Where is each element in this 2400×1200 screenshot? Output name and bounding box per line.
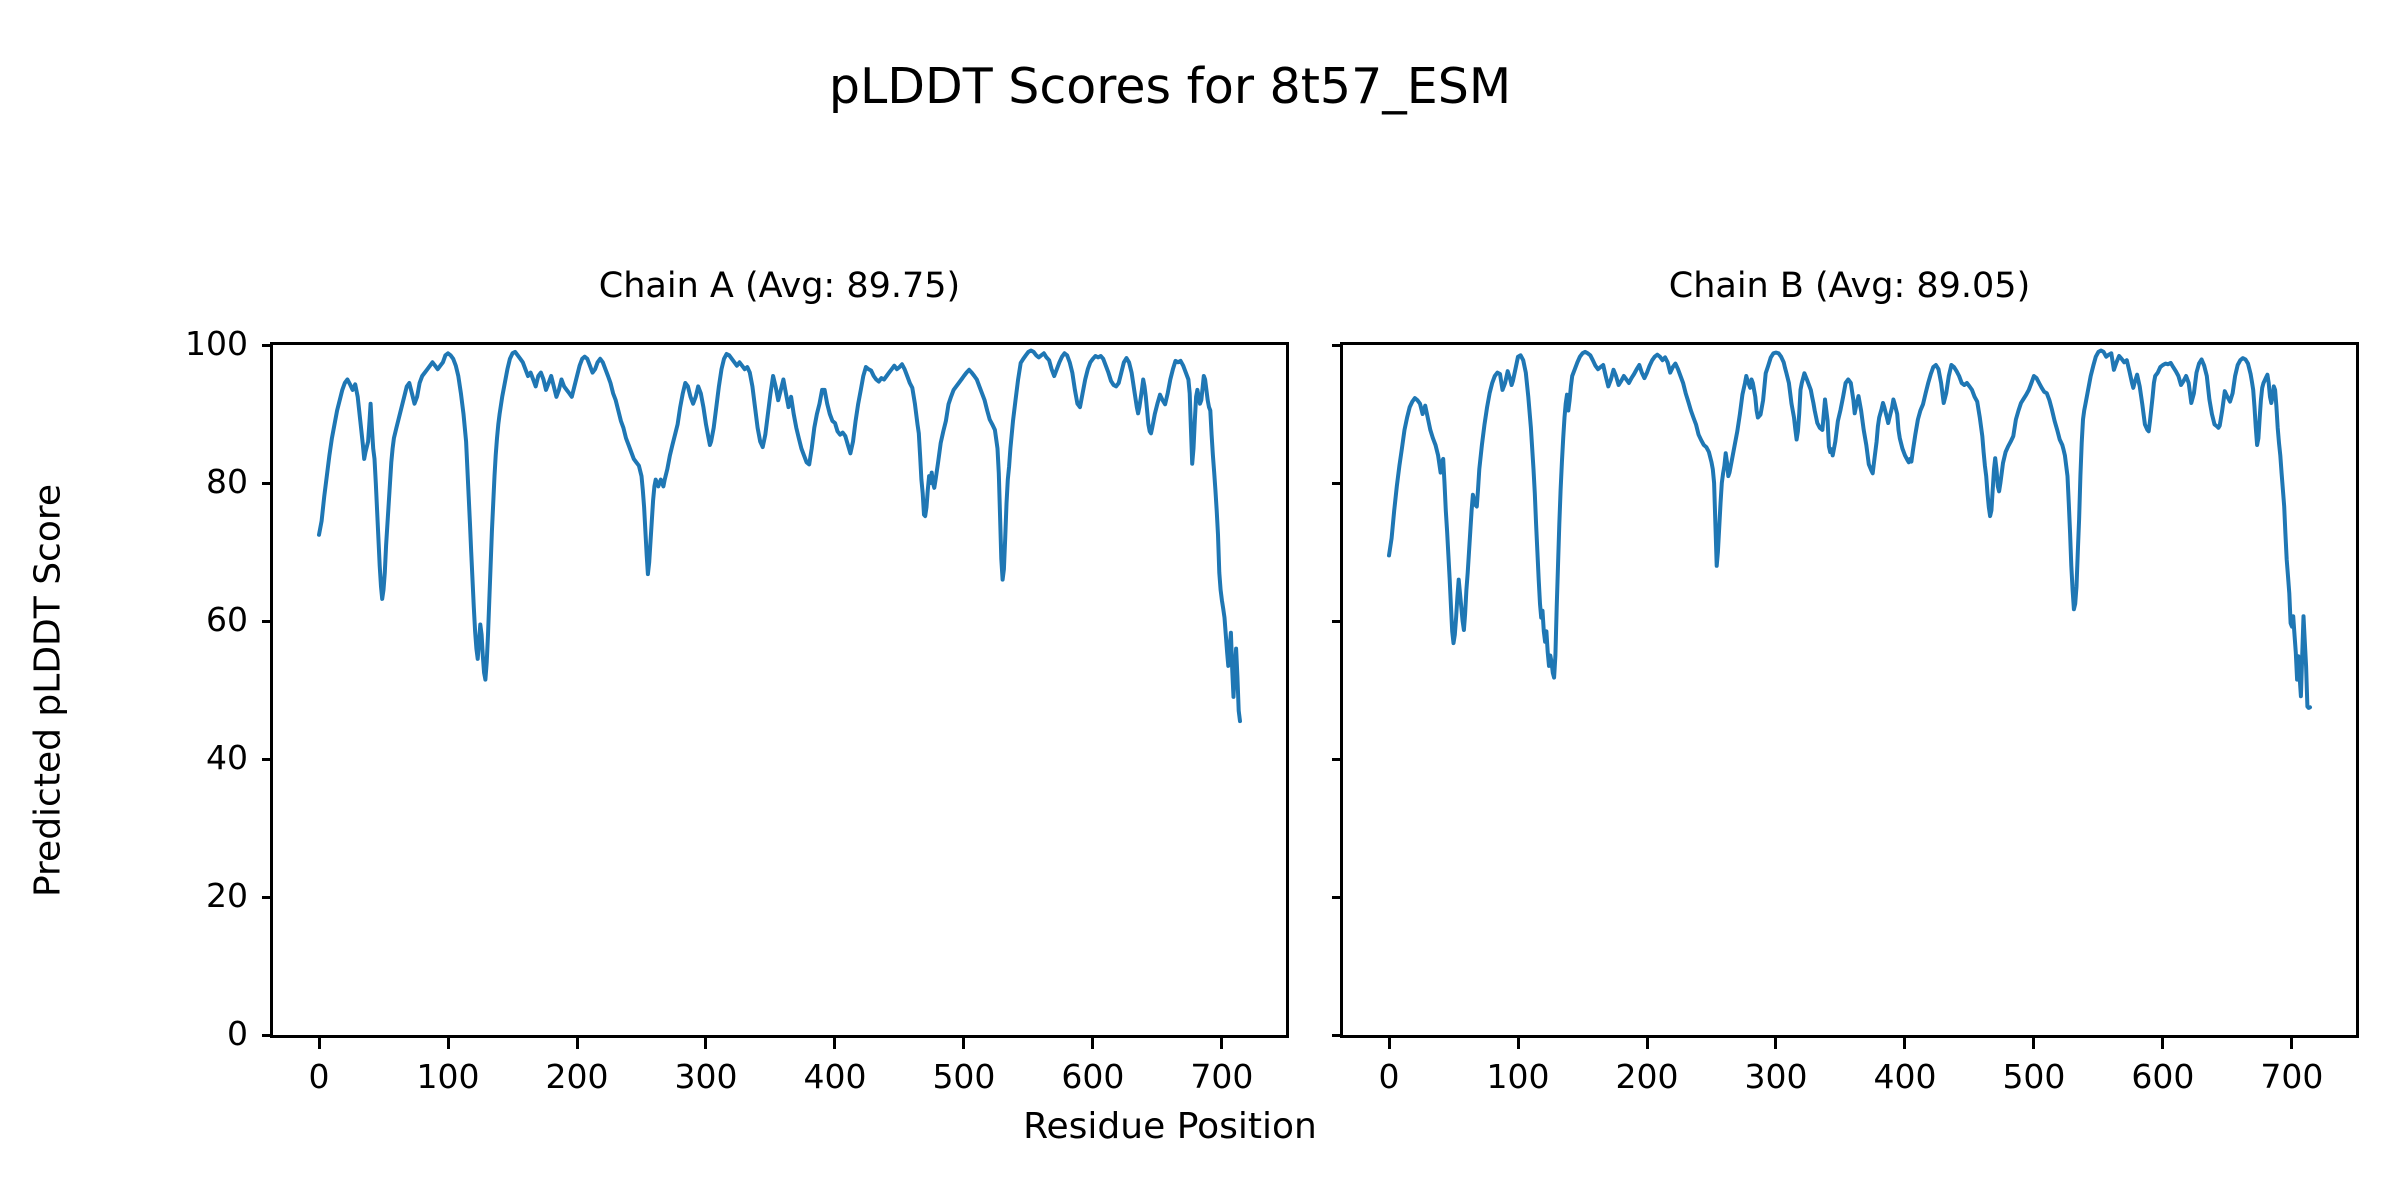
plddt-series (1387, 348, 2312, 710)
x-tick-label: 600 (2131, 1057, 2195, 1096)
x-tick-mark (1387, 1038, 1391, 1049)
x-tick-mark (1774, 1038, 1778, 1049)
x-axis-label: Residue Position (1023, 1106, 1317, 1147)
y-tick-mark (1332, 481, 1343, 485)
x-tick-mark (2290, 1038, 2294, 1049)
x-tick-mark (317, 1038, 321, 1049)
x-tick-mark (2161, 1038, 2165, 1049)
axes-chain-b: 0 100 200 300 400 500 600 700 (1332, 342, 2359, 1096)
y-tick-label: 100 (185, 324, 248, 363)
plddt-line-chain-a (317, 348, 1242, 724)
y-tick-label: 60 (206, 600, 248, 639)
x-tick-mark (1091, 1038, 1095, 1049)
x-tick-label: 0 (308, 1057, 330, 1096)
x-tick-mark (446, 1038, 450, 1049)
y-tick-mark (262, 757, 273, 761)
y-tick-mark (1332, 895, 1343, 899)
x-tick-label: 500 (932, 1057, 996, 1096)
y-tick-label: 80 (206, 462, 248, 501)
x-tick-mark (1516, 1038, 1520, 1049)
y-tick-mark (1332, 757, 1343, 761)
x-tick-label: 500 (2002, 1057, 2066, 1096)
y-tick-mark (262, 1033, 273, 1037)
x-tick-label: 300 (674, 1057, 738, 1096)
y-tick-mark (1332, 343, 1343, 347)
x-tick-mark (833, 1038, 837, 1049)
y-tick-mark (262, 895, 273, 899)
plddt-line-chain-b (1387, 348, 2312, 710)
y-tick-mark (262, 481, 273, 485)
figure-title: pLDDT Scores for 8t57_ESM (828, 58, 1512, 115)
x-tick-label: 700 (1190, 1057, 1254, 1096)
x-tick-label: 100 (416, 1057, 480, 1096)
y-tick-mark (262, 343, 273, 347)
x-tick-mark (575, 1038, 579, 1049)
subplot-title-chain-a: Chain A (Avg: 89.75) (598, 266, 961, 306)
x-tick-mark (2032, 1038, 2036, 1049)
plddt-series (317, 348, 1242, 724)
y-tick-mark (1332, 1033, 1343, 1037)
y-axis-label: Predicted pLDDT Score (27, 483, 69, 898)
x-tick-label: 600 (1061, 1057, 1125, 1096)
y-tick-label: 40 (206, 738, 248, 777)
subplot-title-chain-b: Chain B (Avg: 89.05) (1668, 266, 2031, 306)
x-tick-mark (962, 1038, 966, 1049)
axes-chain-a: 0 100 200 300 400 500 600 700 0 20 40 60 80 100 (185, 324, 1289, 1096)
x-tick-label: 400 (803, 1057, 867, 1096)
y-tick-mark (262, 619, 273, 623)
x-tick-label: 100 (1486, 1057, 1550, 1096)
x-tick-mark (1645, 1038, 1649, 1049)
x-tick-label: 0 (1378, 1057, 1400, 1096)
x-tick-label: 200 (1615, 1057, 1679, 1096)
y-tick-label: 0 (227, 1014, 248, 1053)
x-tick-mark (704, 1038, 708, 1049)
x-tick-label: 700 (2260, 1057, 2324, 1096)
x-tick-mark (1220, 1038, 1224, 1049)
y-tick-label: 20 (206, 876, 248, 915)
x-tick-label: 200 (545, 1057, 609, 1096)
x-tick-label: 300 (1744, 1057, 1808, 1096)
y-tick-mark (1332, 619, 1343, 623)
x-tick-label: 400 (1873, 1057, 1937, 1096)
x-tick-mark (1903, 1038, 1907, 1049)
